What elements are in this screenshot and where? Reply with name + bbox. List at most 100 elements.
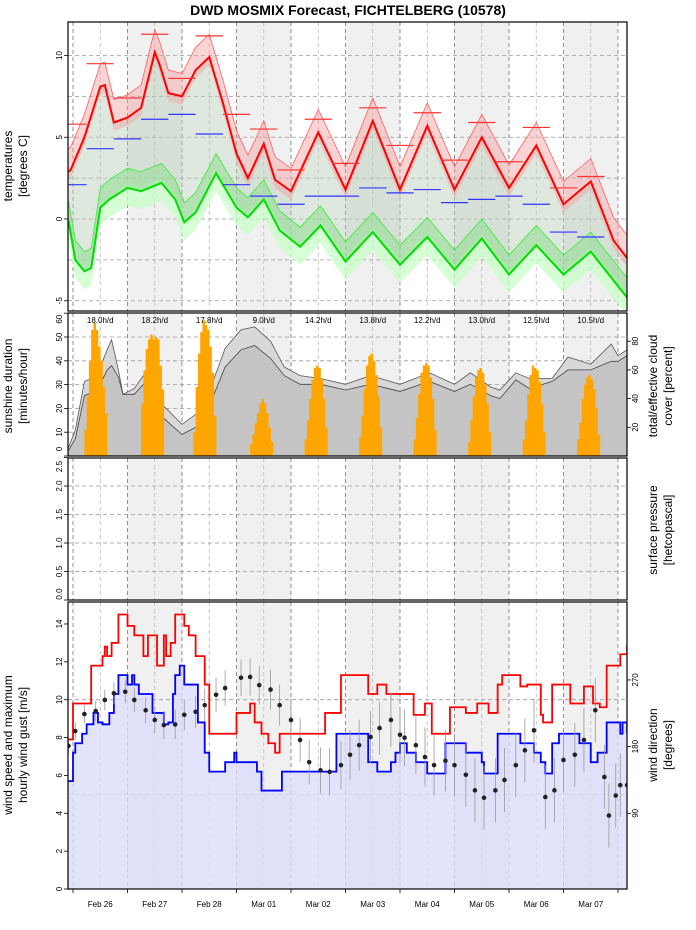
sunshine-bar — [588, 375, 592, 456]
y-tick-label: 50 — [55, 332, 64, 341]
cloud-total-line — [68, 326, 627, 448]
sunshine-bar — [263, 403, 267, 456]
y-tick-label: 270 — [631, 673, 640, 687]
tmin-line — [68, 171, 627, 299]
sunshine-bar — [577, 439, 580, 456]
wind-direction-point — [443, 758, 448, 763]
x-tick-label: Feb 27 — [142, 900, 167, 909]
axis-label: surface pressure — [646, 485, 660, 575]
sunshine-plot — [68, 320, 627, 456]
axis-label: [minutes/hour] — [16, 348, 30, 424]
wind-direction-point — [606, 813, 612, 818]
sunshine-bar — [309, 398, 312, 456]
sunshine-bar — [256, 413, 260, 456]
sunshine-bar — [418, 394, 421, 456]
sunshine-bar — [581, 398, 585, 456]
sunshine-bar — [481, 372, 485, 456]
sunshine-bar — [259, 403, 262, 456]
sunshine-bar — [579, 422, 582, 456]
y-tick-label: 10 — [55, 695, 64, 704]
axis-label: cover [percent] — [661, 346, 675, 425]
y-tick-label: 2.5 — [55, 460, 64, 472]
sunshine-bar — [159, 365, 162, 456]
sunshine-bar — [252, 434, 255, 456]
panel-frame — [67, 312, 628, 457]
y-tick-label: -5 — [55, 297, 64, 305]
sunshine-bar — [202, 320, 206, 456]
y-tick-label: 180 — [631, 739, 640, 753]
cloud-effective-line — [68, 345, 627, 451]
y-tick-label: 0 — [55, 216, 64, 221]
sunshine-bar — [254, 422, 258, 456]
wind-direction-point — [413, 742, 419, 748]
wind-direction-point — [592, 708, 598, 713]
sunshine-bar — [270, 441, 274, 456]
sunshine-bar — [261, 398, 265, 456]
sunshine-bar — [266, 413, 269, 456]
wind-direction-point — [327, 769, 332, 775]
y-tick-label: 0 — [55, 886, 64, 891]
tmin-outer-band — [68, 168, 627, 311]
wind-direction-point — [68, 743, 71, 749]
sunshine-bar — [315, 365, 319, 456]
wind-direction-point — [318, 768, 323, 773]
sunshine-bar — [583, 384, 587, 456]
sunshine-bar — [147, 339, 151, 456]
sunshine-bar — [372, 360, 376, 456]
daily-sunshine-label: 9.0h/d — [253, 316, 275, 325]
sunshine-bar — [538, 382, 542, 456]
wind-direction-point — [172, 722, 178, 727]
daily-sunshine-label: 10.5h/d — [577, 316, 604, 325]
sunshine-bar — [474, 377, 478, 456]
sunshine-bar — [195, 386, 199, 456]
sunshine-bar — [590, 379, 594, 456]
sunshine-bar — [370, 353, 374, 456]
y-tick-label: 40 — [55, 356, 64, 365]
sunshine-bar — [375, 375, 378, 456]
wind-direction-point — [368, 734, 373, 740]
sunshine-bar — [524, 420, 528, 456]
wind-direction-point — [256, 682, 262, 688]
y-tick-label: 2 — [55, 848, 64, 853]
sunshine-bar — [368, 356, 371, 456]
x-tick-label: Mar 07 — [578, 900, 603, 909]
wind-direction-point — [531, 728, 537, 733]
sunshine-bar — [93, 322, 97, 456]
sunshine-bar — [486, 403, 489, 456]
sunshine-bar — [150, 334, 153, 456]
y-tick-label: 40 — [631, 394, 640, 403]
wind-direction-point — [552, 788, 557, 793]
sunshine-bar — [434, 429, 437, 456]
wind-direction-point — [422, 754, 428, 760]
axis-label: sunshine duration — [1, 339, 15, 434]
x-tick-label: Feb 26 — [88, 900, 113, 909]
y-tick-label: 20 — [631, 422, 640, 431]
sunshine-bar — [365, 365, 369, 456]
wind-direction-point — [602, 774, 607, 780]
sunshine-bar — [422, 365, 426, 456]
wind-direction-point — [502, 777, 507, 783]
sunshine-bar — [413, 439, 417, 456]
wind-direction-point — [143, 708, 148, 713]
wind-direction-point — [513, 762, 519, 768]
sunshine-bar — [533, 367, 537, 456]
sunshine-bar — [415, 417, 419, 456]
sunshine-bar — [320, 379, 324, 456]
sunshine-bar — [250, 444, 253, 456]
wind-direction-point — [561, 757, 566, 763]
sunshine-bar — [427, 365, 430, 456]
wind-direction-point — [202, 702, 208, 708]
sunshine-bar — [304, 439, 308, 456]
y-tick-label: 0 — [55, 446, 64, 451]
axis-label: total/effective cloud — [646, 335, 660, 438]
sunshine-bar — [527, 394, 530, 456]
sunshine-bar — [313, 367, 317, 456]
y-tick-label: 6 — [55, 773, 64, 778]
wind-direction-point — [72, 728, 78, 734]
daily-sunshine-label: 12.5h/d — [523, 316, 550, 325]
sunshine-bar — [593, 389, 596, 456]
x-tick-label: Mar 06 — [524, 900, 549, 909]
sunshine-bar — [197, 353, 201, 456]
wind-direction-point — [213, 692, 219, 698]
y-tick-label: 80 — [631, 336, 640, 345]
